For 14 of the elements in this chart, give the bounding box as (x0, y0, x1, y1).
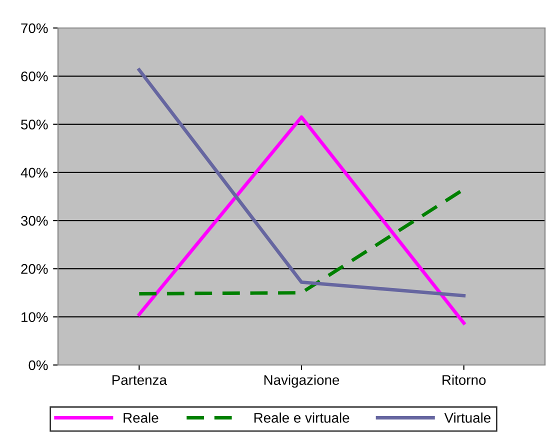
y-tick-label: 20% (21, 264, 48, 274)
y-tick-label: 10% (22, 312, 48, 322)
y-tick-label: 30% (21, 216, 48, 226)
y-tick-label: 0% (28, 360, 48, 370)
x-tick-label: Navigazione (264, 374, 340, 388)
y-tick-label: 40% (20, 168, 48, 178)
legend-label: Reale (124, 412, 158, 423)
y-tick-label: 60% (21, 71, 48, 82)
legend-label: Virtuale (444, 412, 490, 423)
x-tick-label: Ritorno (442, 374, 486, 385)
x-tick-label: Partenza (112, 375, 167, 385)
y-tick-label: 70% (21, 23, 48, 34)
y-tick-label: 50% (21, 120, 48, 130)
legend-label: Reale e virtuale (254, 412, 350, 423)
